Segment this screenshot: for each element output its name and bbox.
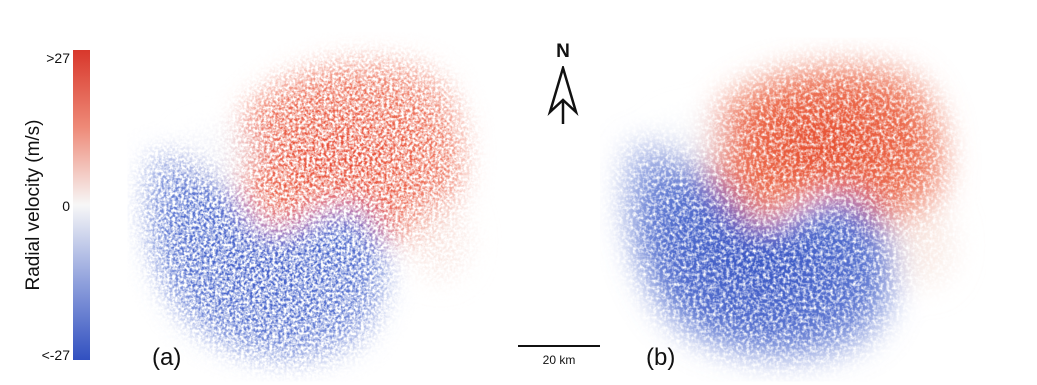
colorbar-title: Radial velocity (m/s) xyxy=(23,119,44,291)
scale-bar-label: 20 km xyxy=(542,353,576,367)
panel-a-label: (a) xyxy=(152,344,182,371)
colorbar xyxy=(73,50,90,360)
velocity-field-image-a xyxy=(146,62,470,360)
velocity-field-panel-a xyxy=(110,30,510,385)
scale-bar-line xyxy=(518,345,600,347)
north-arrow-icon xyxy=(547,66,579,124)
colorbar-max-label: >27 xyxy=(46,50,70,66)
colorbar-zero-label: 0 xyxy=(62,198,70,214)
velocity-field-image-b xyxy=(627,66,953,357)
scale-bar: 20 km xyxy=(518,345,600,375)
velocity-field-panel-b xyxy=(600,30,1000,385)
panel-b-label: (b) xyxy=(646,344,676,371)
north-letter: N xyxy=(556,41,570,62)
north-arrow: N xyxy=(545,42,581,128)
colorbar-min-label: <-27 xyxy=(41,347,70,363)
